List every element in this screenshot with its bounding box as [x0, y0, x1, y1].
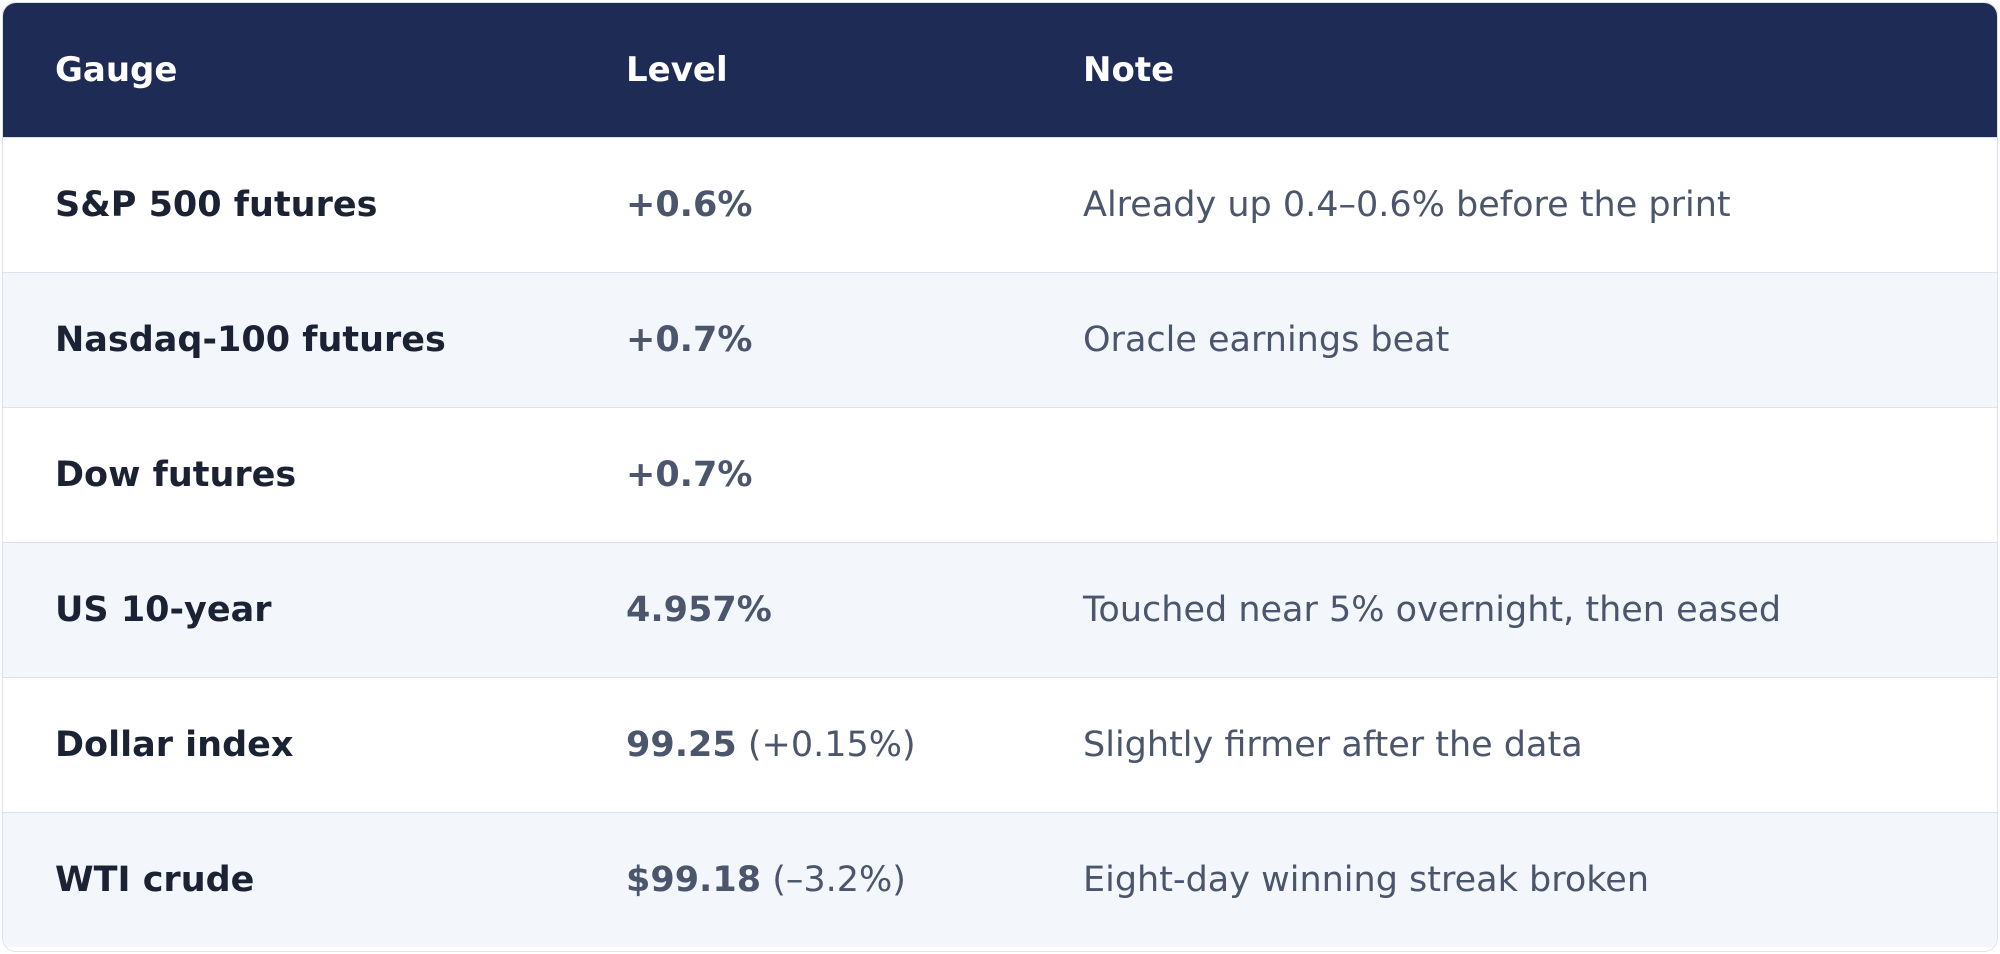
level-cell: 4.957%	[574, 590, 1031, 630]
level-cell: 99.25 (+0.15%)	[574, 725, 1031, 765]
column-header-note: Note	[1083, 50, 1175, 90]
table-row: WTI crude $99.18 (–3.2%) Eight-day winni…	[3, 812, 1997, 947]
gauge-cell: US 10-year	[55, 590, 272, 630]
note-cell: Oracle earnings beat	[1083, 320, 1450, 360]
level-change: (–3.2%)	[761, 860, 906, 900]
note-cell: Already up 0.4–0.6% before the print	[1083, 185, 1731, 225]
level-cell: $99.18 (–3.2%)	[574, 860, 1031, 900]
table-row: S&P 500 futures +0.6% Already up 0.4–0.6…	[3, 137, 1997, 272]
table-row: Dow futures +0.7%	[3, 407, 1997, 542]
level-value: $99.18	[626, 860, 762, 900]
gauge-cell: Dow futures	[55, 455, 297, 495]
column-header-gauge: Gauge	[55, 50, 178, 90]
level-cell: +0.6%	[574, 185, 1031, 225]
gauge-cell: Dollar index	[55, 725, 294, 765]
level-change: (+0.15%)	[736, 725, 916, 765]
level-cell: +0.7%	[574, 320, 1031, 360]
level-value: +0.7%	[626, 455, 753, 495]
table-row: Nasdaq-100 futures +0.7% Oracle earnings…	[3, 272, 1997, 407]
note-cell: Eight-day winning streak broken	[1083, 860, 1649, 900]
level-value: 4.957%	[626, 590, 772, 630]
column-header-level: Level	[626, 50, 728, 90]
gauge-cell: Nasdaq-100 futures	[55, 320, 446, 360]
gauge-cell: S&P 500 futures	[55, 185, 378, 225]
table-header: Gauge Level Note	[3, 3, 1997, 137]
level-cell: +0.7%	[574, 455, 1031, 495]
note-cell: Slightly firmer after the data	[1083, 725, 1583, 765]
table-row: Dollar index 99.25 (+0.15%) Slightly fir…	[3, 677, 1997, 812]
level-value: +0.6%	[626, 185, 753, 225]
gauge-cell: WTI crude	[55, 860, 255, 900]
table-row: US 10-year 4.957% Touched near 5% overni…	[3, 542, 1997, 677]
note-cell: Touched near 5% overnight, then eased	[1083, 590, 1782, 630]
level-value: +0.7%	[626, 320, 753, 360]
level-value: 99.25	[626, 725, 737, 765]
